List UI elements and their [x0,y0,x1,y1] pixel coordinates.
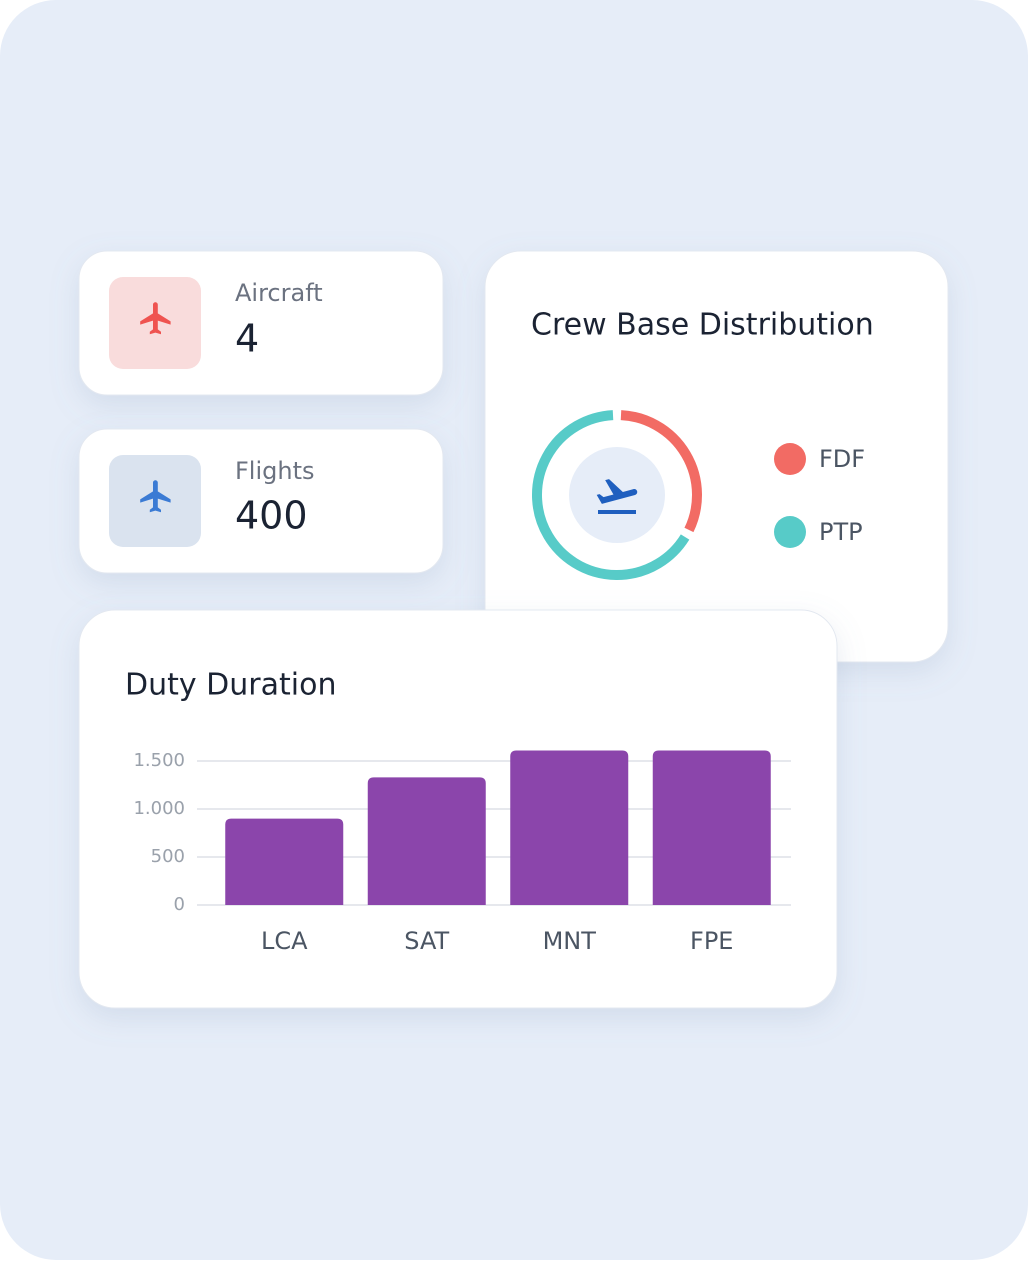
legend-dot [774,443,806,475]
stat-label: Flights [235,457,315,485]
legend-dot [774,516,806,548]
bar [652,750,771,905]
y-tick-label: 1.500 [133,750,185,771]
stat-value: 400 [235,494,308,538]
bar [510,750,629,905]
legend-label: PTP [819,518,863,546]
donut-segment [620,410,702,533]
chart-title: Crew Base Distribution [531,308,874,343]
bar [367,777,486,905]
stat-label: Aircraft [235,279,323,307]
plane-icon [140,302,171,335]
donut-segment [532,410,690,580]
y-tick-label: 500 [151,846,185,867]
x-tick-label: MNT [543,927,597,955]
x-tick-label: LCA [261,927,308,955]
y-tick-label: 1.000 [133,798,185,819]
plane-icon [140,480,171,513]
bar [225,818,344,905]
x-tick-label: SAT [404,927,449,955]
takeoff-icon [596,479,638,514]
chart-title: Duty Duration [125,668,336,703]
x-tick-label: FPE [690,927,733,955]
legend-label: FDF [819,445,865,473]
y-tick-label: 0 [174,894,185,915]
stat-value: 4 [235,317,259,361]
